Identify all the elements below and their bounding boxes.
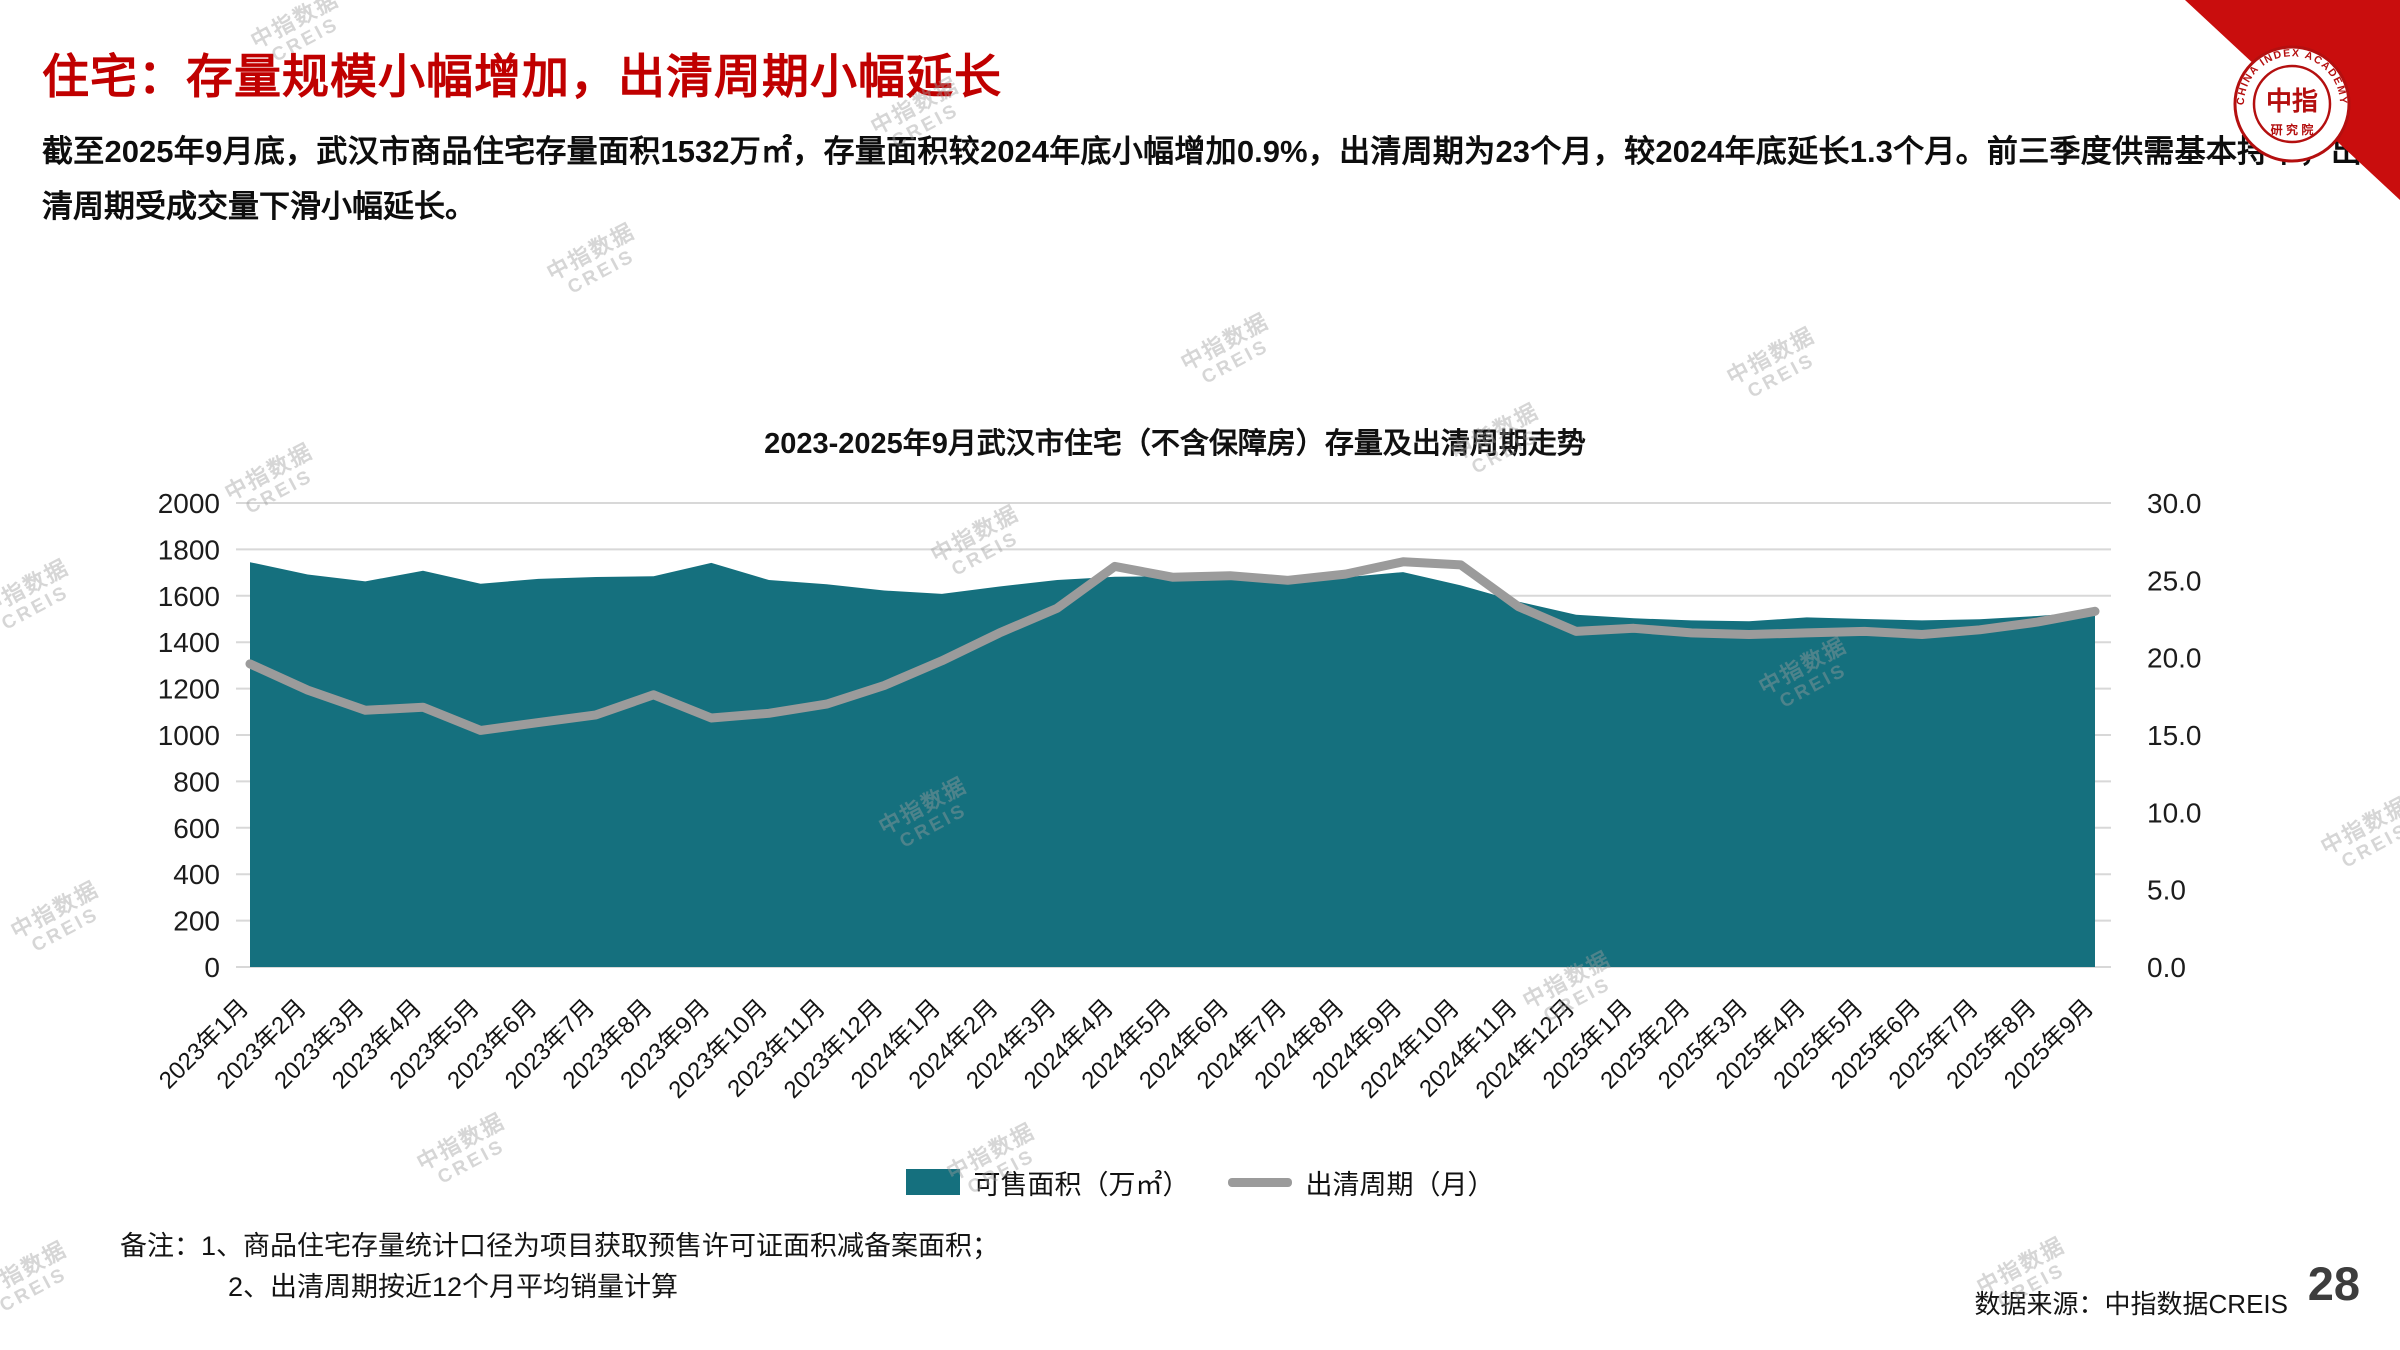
page-number: 28	[2307, 1257, 2360, 1310]
inventory-area-series	[250, 562, 2095, 967]
y-axis-left-tick: 400	[173, 859, 220, 890]
y-axis-right-tick: 20.0	[2147, 643, 2202, 674]
y-axis-left-tick: 0	[204, 952, 220, 983]
chart-legend: 可售面积（万㎡） 出清周期（月）	[0, 1152, 2400, 1212]
y-axis-left-tick: 1600	[158, 581, 220, 612]
footnote-line-2: 2、出清周期按近12个月平均销量计算	[228, 1271, 679, 1302]
clearing-line-series	[245, 557, 2100, 735]
legend-item-inventory: 可售面积（万㎡）	[905, 1163, 1190, 1202]
y-axis-left-tick: 1800	[158, 534, 220, 565]
y-axis-right-tick: 25.0	[2147, 565, 2202, 596]
y-axis-right-tick: 0.0	[2147, 952, 2186, 983]
legend-item-clearing: 出清周期（月）	[1227, 1163, 1495, 1202]
y-axis-left-tick: 1400	[158, 627, 220, 658]
data-source: 数据来源：中指数据CREIS	[1974, 1289, 2288, 1319]
y-axis-left-tick: 1000	[158, 720, 220, 751]
y-axis-right-tick: 30.0	[2147, 488, 2202, 519]
chart-title: 2023-2025年9月武汉市住宅（不含保障房）存量及出清周期走势	[764, 428, 1586, 460]
seal-center-text: 中指	[2266, 86, 2318, 116]
y-axis-right-tick: 5.0	[2147, 875, 2186, 906]
inventory-area-swatch	[905, 1169, 960, 1195]
clearing-line-swatch	[1227, 1177, 1292, 1187]
y-axis-right-tick: 15.0	[2147, 720, 2202, 751]
y-axis-left-tick: 2000	[158, 488, 220, 519]
y-axis-left-tick: 800	[173, 766, 220, 797]
y-axis-left-tick: 200	[173, 906, 220, 937]
intro-paragraph: 截至2025年9月底，武汉市商品住宅存量面积1532万㎡，存量面积较2024年底…	[42, 134, 2362, 225]
seal-bottom-text: 研 究 院	[2271, 122, 2314, 137]
corner-ribbon: CHINA INDEX ACADEMY 中指 研 究 院	[2185, 0, 2400, 200]
academy-seal	[2233, 45, 2351, 163]
page-title: 住宅：存量规模小幅增加，出清周期小幅延长	[42, 50, 1002, 103]
legend-label-inventory: 可售面积（万㎡）	[973, 1169, 1190, 1200]
footnote-line-1: 备注：1、商品住宅存量统计口径为项目获取预售许可证面积减备案面积；	[120, 1231, 1000, 1261]
y-axis-right-tick: 10.0	[2147, 797, 2202, 828]
legend-label-clearing: 出清周期（月）	[1305, 1169, 1495, 1200]
y-axis-left-tick: 1200	[158, 674, 220, 705]
footnotes: 备注：1、商品住宅存量统计口径为项目获取预售许可证面积减备案面积； 2、出清周期…	[120, 1226, 999, 1307]
y-axis-left-tick: 600	[173, 813, 220, 844]
